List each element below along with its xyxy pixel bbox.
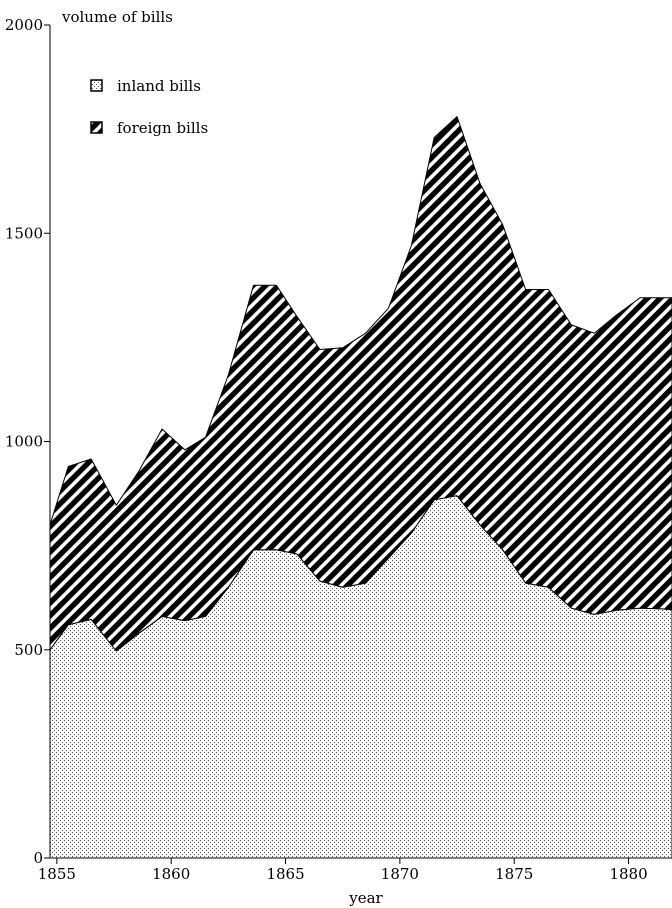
y-tick-label: 1000 [5, 433, 43, 451]
y-axis-title: volume of bills [61, 8, 173, 26]
x-tick-label: 1870 [381, 865, 419, 883]
legend: inland bills foreign bills [90, 77, 208, 137]
x-tick-label: 1875 [495, 865, 533, 883]
x-ticks-layer: 1855 1860 1865 1870 1875 1880 [38, 858, 648, 883]
x-tick-label: 1860 [152, 865, 190, 883]
areas-layer [49, 116, 672, 859]
x-axis-title: year [348, 889, 383, 907]
legend-label-foreign-bills: foreign bills [117, 119, 208, 137]
y-tick-label: 2000 [5, 16, 43, 34]
x-tick-label: 1880 [609, 865, 647, 883]
y-ticks-layer: 0 500 1000 1500 2000 [5, 16, 50, 867]
area-foreign-bills [49, 116, 672, 652]
y-tick-label: 500 [14, 641, 43, 659]
x-tick-label: 1855 [38, 865, 76, 883]
legend-swatch-inland-bills [90, 79, 103, 92]
legend-label-inland-bills: inland bills [117, 77, 201, 95]
y-tick-label: 1500 [5, 224, 43, 242]
x-tick-label: 1865 [266, 865, 304, 883]
y-tick-label: 0 [33, 849, 43, 867]
legend-swatch-foreign-bills [90, 121, 103, 134]
